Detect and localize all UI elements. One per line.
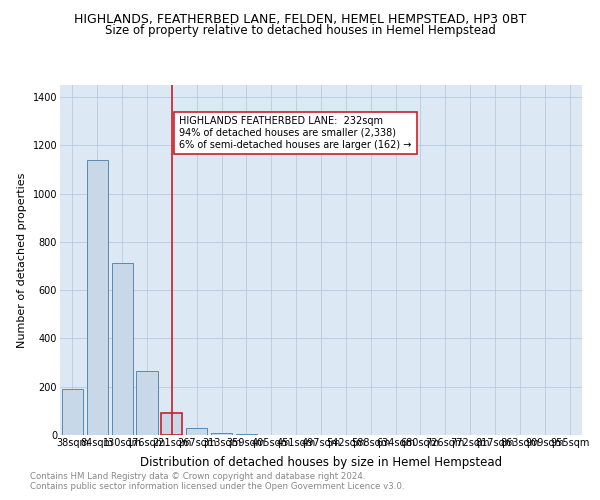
Bar xyxy=(112,264,133,435)
Bar xyxy=(186,428,207,435)
Text: HIGHLANDS, FEATHERBED LANE, FELDEN, HEMEL HEMPSTEAD, HP3 0BT: HIGHLANDS, FEATHERBED LANE, FELDEN, HEME… xyxy=(74,12,526,26)
Text: Size of property relative to detached houses in Hemel Hempstead: Size of property relative to detached ho… xyxy=(104,24,496,37)
X-axis label: Distribution of detached houses by size in Hemel Hempstead: Distribution of detached houses by size … xyxy=(140,456,502,469)
Bar xyxy=(87,160,108,435)
Bar xyxy=(211,433,232,435)
Bar xyxy=(236,434,257,435)
Y-axis label: Number of detached properties: Number of detached properties xyxy=(17,172,27,348)
Text: Contains public sector information licensed under the Open Government Licence v3: Contains public sector information licen… xyxy=(30,482,404,491)
Text: HIGHLANDS FEATHERBED LANE:  232sqm
94% of detached houses are smaller (2,338)
6%: HIGHLANDS FEATHERBED LANE: 232sqm 94% of… xyxy=(179,116,412,150)
Text: Contains HM Land Registry data © Crown copyright and database right 2024.: Contains HM Land Registry data © Crown c… xyxy=(30,472,365,481)
Bar xyxy=(62,390,83,435)
Bar xyxy=(161,413,182,435)
Bar xyxy=(136,371,158,435)
